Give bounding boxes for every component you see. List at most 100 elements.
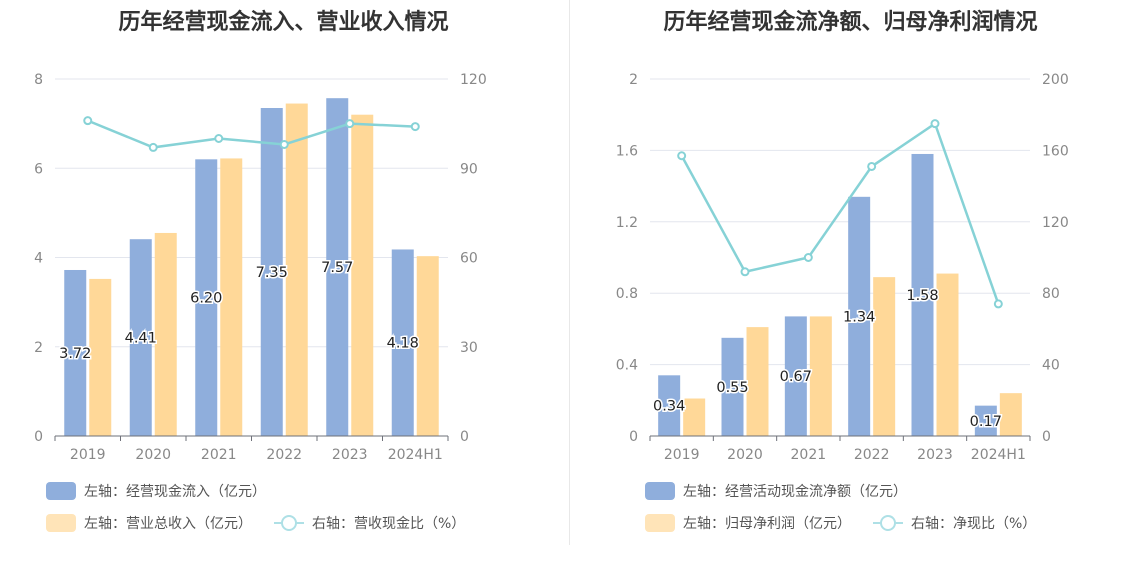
bar-data-label: 0.67 [780, 369, 812, 385]
bar-secondary [154, 232, 177, 436]
ratio-point [83, 116, 93, 126]
bar-secondary [416, 256, 439, 436]
x-axis-category-label: 2019 [664, 447, 700, 463]
ratio-point [993, 299, 1003, 309]
ratio-point [803, 253, 813, 262]
right-axis-tick-label: 30 [460, 340, 478, 356]
legend-row-2: 左轴：归母净利润（亿元） 右轴：净现比（%） [645, 512, 1036, 534]
x-axis-category-label: 2024H1 [388, 447, 443, 463]
legend-swatch-revenue [46, 514, 76, 532]
ratio-point [345, 119, 355, 129]
right-axis-tick-label: 160 [1042, 143, 1069, 159]
bar-primary [129, 239, 152, 436]
x-axis-category-label: 2023 [917, 447, 953, 463]
left-axis-tick-label: 0.4 [616, 358, 638, 374]
left-axis-tick-label: 0 [629, 429, 638, 445]
ratio-point [148, 142, 158, 152]
legend-swatch-net-cash-ratio [873, 514, 903, 532]
x-axis-category-label: 2024H1 [971, 447, 1026, 463]
right-axis-tick-label: 0 [1042, 429, 1051, 445]
x-axis-category-label: 2019 [70, 447, 106, 463]
bar-primary [784, 316, 807, 436]
bar-data-label: 0.17 [970, 414, 1002, 430]
left-axis-tick-label: 2 [629, 72, 638, 88]
bar-primary [391, 249, 414, 436]
left-axis-tick-label: 8 [34, 72, 43, 88]
ratio-point [930, 119, 940, 129]
x-axis-category-label: 2023 [332, 447, 368, 463]
panel-divider [569, 0, 570, 545]
ratio-point [677, 151, 687, 161]
right-axis-tick-label: 120 [460, 72, 487, 88]
legend-label-net-cash-ratio[interactable]: 右轴：净现比（%） [911, 516, 1037, 532]
legend-label-net-profit[interactable]: 左轴：归母净利润（亿元） [683, 516, 851, 532]
bar-data-label: 3.72 [59, 346, 91, 362]
ratio-point [279, 139, 289, 149]
left-axis-tick-label: 1.6 [616, 143, 638, 159]
bar-secondary [285, 103, 308, 436]
x-axis-category-label: 2021 [791, 447, 827, 463]
bar-data-label: 0.34 [653, 399, 685, 415]
bar-primary [260, 108, 283, 436]
right-axis-tick-label: 90 [460, 161, 478, 177]
bar-secondary [936, 273, 959, 436]
left-axis-tick-label: 0 [34, 429, 43, 445]
bar-secondary [809, 316, 832, 436]
left-axis-tick-label: 0.8 [616, 286, 638, 302]
bar-primary [974, 405, 997, 436]
bar-primary [195, 159, 218, 436]
legend-swatch-net-profit [645, 514, 675, 532]
panel-net-cashflow: 历年经营现金流净额、归母净利润情况 0 0 0.4 40 0.8 80 1.2 120 1.6 1… [567, 0, 1134, 582]
bar-secondary [999, 393, 1022, 436]
bar-primary [326, 98, 349, 436]
right-axis-tick-label: 200 [1042, 72, 1069, 88]
panel-cashflow-inflow: 历年经营现金流入、营业收入情况 0 0 2 30 4 60 6 90 8 120 2019 2020 2… [34, 10, 487, 534]
ratio-line [680, 121, 1000, 305]
legend-row-1: 左轴：经营活动现金流净额（亿元） [645, 480, 907, 502]
legend-label-net-cashflow[interactable]: 左轴：经营活动现金流净额（亿元） [683, 484, 907, 500]
bar-primary [64, 269, 87, 436]
bar-data-label: 1.34 [843, 309, 875, 325]
x-axis-category-label: 2022 [854, 447, 890, 463]
bar-data-label: 0.55 [716, 380, 748, 396]
bar-data-label: 7.57 [321, 260, 353, 276]
right-axis-tick-label: 120 [1042, 215, 1069, 231]
legend-row-2: 左轴：营业总收入（亿元） 右轴：营收现金比（%） [46, 512, 465, 534]
bar-data-label: 1.58 [906, 288, 938, 304]
chart-net-cashflow: 0 0 0.4 40 0.8 80 1.2 120 1.6 160 2 200 2019 2020 2021… [616, 72, 1069, 463]
legend-swatch-net-cashflow [645, 482, 675, 500]
chart-title: 历年经营现金流净额、归母净利润情况 [663, 10, 1038, 35]
right-axis-tick-label: 0 [460, 429, 469, 445]
chart-cashflow-inflow: 0 0 2 30 4 60 6 90 8 120 2019 2020 2021 2022 2023 2024H… [34, 72, 487, 463]
legend-label-revenue[interactable]: 左轴：营业总收入（亿元） [84, 516, 252, 532]
right-axis-tick-label: 60 [460, 251, 478, 267]
bar-secondary [89, 278, 112, 436]
bar-secondary [683, 398, 706, 436]
left-axis-tick-label: 2 [34, 340, 43, 356]
bar-secondary [220, 158, 243, 436]
ratio-point [867, 161, 877, 171]
left-axis-tick-label: 4 [34, 251, 43, 267]
legend-label-inflow[interactable]: 左轴：经营现金流入（亿元） [84, 484, 266, 500]
left-axis-tick-label: 1.2 [616, 215, 638, 231]
x-axis-category-label: 2022 [266, 447, 302, 463]
bar-data-label: 4.41 [125, 331, 157, 347]
bar-data-label: 4.18 [387, 336, 419, 352]
right-axis-tick-label: 80 [1042, 286, 1060, 302]
x-axis-category-label: 2020 [727, 447, 763, 463]
bar-secondary [351, 114, 374, 436]
ratio-line [87, 119, 416, 149]
legend-swatch-inflow [46, 482, 76, 500]
bar-primary [848, 196, 871, 436]
bar-secondary [873, 277, 896, 436]
bar-data-label: 6.20 [190, 291, 222, 307]
bar-data-label: 7.35 [256, 265, 288, 281]
ratio-point [740, 267, 750, 277]
chart-title: 历年经营现金流入、营业收入情况 [118, 10, 449, 35]
bar-primary [911, 153, 934, 436]
legend-label-ratio[interactable]: 右轴：营收现金比（%） [312, 516, 466, 532]
x-axis-category-label: 2021 [201, 447, 237, 463]
bar-primary [658, 375, 681, 436]
right-axis-tick-label: 40 [1042, 358, 1060, 374]
left-axis-tick-label: 6 [34, 161, 43, 177]
